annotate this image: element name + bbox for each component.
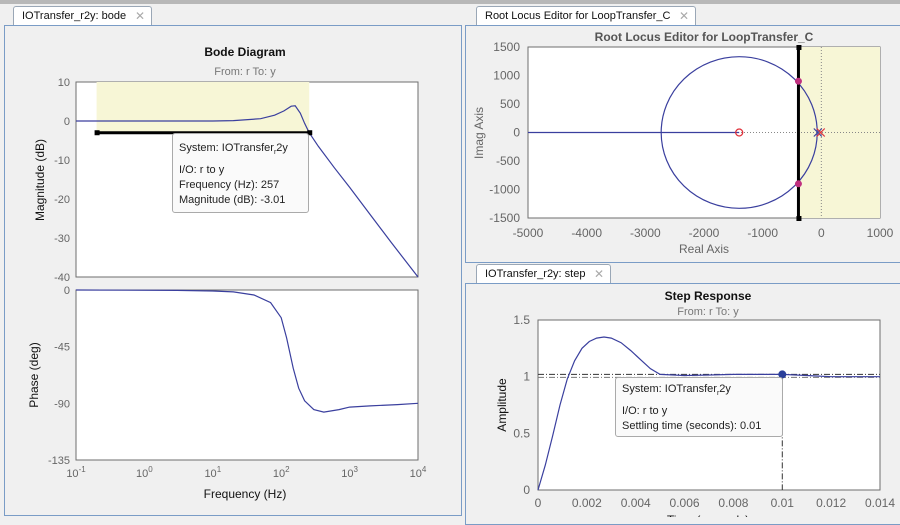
rlocus-xtick-label: -2000 xyxy=(689,226,720,240)
rlocus-ytick-label: 1500 xyxy=(493,40,520,54)
magnitude-curve xyxy=(76,105,419,278)
datatip-system: System: IOTransferr2y xyxy=(179,142,288,157)
datatip-settling: Settling time (seconds): 0.01 xyxy=(622,420,762,433)
close-icon[interactable]: ✕ xyxy=(678,9,689,23)
magnitude-tick-label: -30 xyxy=(54,233,70,245)
bandwidth-region xyxy=(96,82,310,133)
step-xtick-label: 0 xyxy=(535,496,542,510)
rlocus-ytick-label: -500 xyxy=(496,154,520,168)
frequency-tick-label: 103 xyxy=(341,465,358,480)
settling-point xyxy=(778,370,787,379)
magnitude-ylabel: Magnitude (dB) xyxy=(33,139,47,221)
magnitude-tick-label: -40 xyxy=(54,272,70,284)
magnitude-tick-label: 0 xyxy=(64,116,70,128)
step-datatip[interactable]: System: IOTransferr2y I/O: r to y Settli… xyxy=(615,377,783,437)
rlocus-xtick-label: -5000 xyxy=(513,226,544,240)
rlocus-ytick-label: 500 xyxy=(500,97,520,111)
datatip-magnitude: Magnitude (dB): -3.01 xyxy=(179,194,286,207)
step-xtick-label: 0.014 xyxy=(865,496,895,510)
phase-ylabel: Phase (deg) xyxy=(27,342,41,407)
magnitude-tick-label: -20 xyxy=(54,194,70,206)
phase-axes xyxy=(75,289,419,461)
tab-rlocus[interactable]: Root Locus Editor for LoopTransfer_C ✕ xyxy=(476,6,696,25)
bode-datatip[interactable]: System: IOTransferr2y I/O: r to y Freque… xyxy=(172,133,309,213)
rlocus-xtick-label: -4000 xyxy=(571,226,602,240)
phase-curve xyxy=(75,289,419,413)
window-top-edge xyxy=(0,0,900,4)
pole-marker xyxy=(813,128,823,137)
step-xtick-label: 0.01 xyxy=(771,496,795,510)
rlocus-xtick-label: -1000 xyxy=(747,226,778,240)
frequency-tick-label: 10-1 xyxy=(66,465,86,480)
magnitude-tick-label: 10 xyxy=(58,77,70,89)
rlocus-ytick-label: 0 xyxy=(513,126,520,140)
phase-tick-label: 0 xyxy=(64,285,70,297)
bandwidth-handle xyxy=(307,130,313,136)
rlocus-xtick-label: -3000 xyxy=(630,226,661,240)
frequency-tick-label: 100 xyxy=(136,465,153,480)
rlocus-ytick-label: -1500 xyxy=(489,211,520,225)
rlocus-title: Root Locus Editor for LoopTransfer_C xyxy=(595,30,814,44)
frequency-tick-label: 101 xyxy=(204,465,221,480)
pole-marker xyxy=(816,128,826,137)
constraint-handle xyxy=(796,45,802,50)
datatip-frequency: Frequency (Hz): 257 xyxy=(179,179,280,192)
tab-step[interactable]: IOTransfer_r2y: step ✕ xyxy=(476,264,611,283)
step-xlabel: Time (seconds) xyxy=(667,513,749,517)
datatip-io: I/O: r to y xyxy=(622,405,668,418)
step-ytick-label: 0.5 xyxy=(513,426,530,440)
phase-tick-label: -90 xyxy=(54,398,70,410)
bode-title: Bode Diagram xyxy=(204,45,285,59)
tab-rlocus-label: Root Locus Editor for LoopTransfer_C xyxy=(485,10,671,22)
datatip-system: System: IOTransferr2y xyxy=(622,383,731,398)
rlocus-xlabel: Real Axis xyxy=(679,242,729,256)
magnitude-tick-label: -10 xyxy=(54,155,70,167)
step-ytick-label: 1 xyxy=(523,370,530,384)
tab-bode[interactable]: IOTransfer_r2y: bode ✕ xyxy=(13,6,152,25)
step-xtick-label: 0.004 xyxy=(621,496,651,510)
step-ytick-label: 0 xyxy=(523,483,530,497)
frequency-tick-label: 104 xyxy=(410,465,427,480)
step-title: Step Response xyxy=(665,289,752,303)
step-xtick-label: 0.012 xyxy=(816,496,846,510)
step-subtitle: From: r To: y xyxy=(677,306,739,318)
rlocus-xtick-label: 1000 xyxy=(867,226,894,240)
phase-tick-label: -135 xyxy=(48,455,70,467)
step-ytick-label: 1.5 xyxy=(513,313,530,327)
frequency-xlabel: Frequency (Hz) xyxy=(204,487,287,501)
datatip-io: I/O: r to y xyxy=(179,164,225,177)
closed-loop-pole xyxy=(794,77,802,85)
rlocus-xtick-label: 0 xyxy=(818,226,825,240)
step-xtick-label: 0.008 xyxy=(718,496,748,510)
tab-bode-label: IOTransfer_r2y: bode xyxy=(22,10,127,22)
stability-region xyxy=(798,47,880,218)
step-xtick-label: 0.006 xyxy=(670,496,700,510)
constraint-handle xyxy=(796,216,802,221)
phase-tick-label: -45 xyxy=(54,342,70,354)
zero-marker xyxy=(735,128,744,137)
bandwidth-handle xyxy=(94,130,100,136)
rlocus-ylabel: Imag Axis xyxy=(472,107,486,159)
closed-loop-pole xyxy=(794,180,802,188)
tab-step-label: IOTransfer_r2y: step xyxy=(485,268,586,280)
rlocus-ytick-label: 1000 xyxy=(493,69,520,83)
bode-subtitle: From: r To: y xyxy=(214,66,276,78)
close-icon[interactable]: ✕ xyxy=(134,9,145,23)
step-ylabel: Amplitude xyxy=(495,378,509,432)
close-icon[interactable]: ✕ xyxy=(593,267,604,281)
rlocus-ytick-label: -1000 xyxy=(489,183,520,197)
frequency-tick-label: 102 xyxy=(273,465,290,480)
step-xtick-label: 0.002 xyxy=(572,496,602,510)
